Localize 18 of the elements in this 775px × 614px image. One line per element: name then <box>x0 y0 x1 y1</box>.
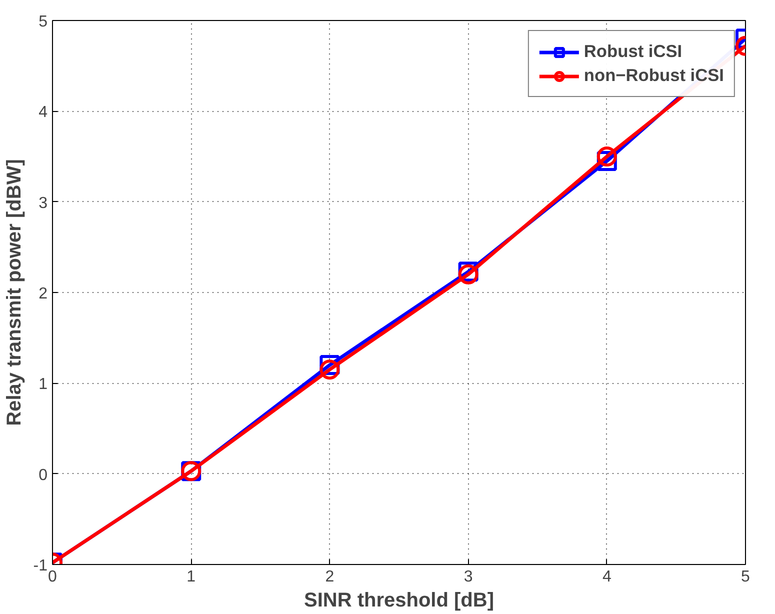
y-tick-label: 1 <box>38 376 48 394</box>
legend-label: Robust iCSI <box>584 41 682 62</box>
point <box>320 360 340 380</box>
y-tick-label: 3 <box>38 194 48 212</box>
x-tick-label: 3 <box>464 568 473 586</box>
x-tick-label: 5 <box>741 568 750 586</box>
y-axis-title: Relay transmit power [dBW] <box>3 159 26 426</box>
x-tick-label: 1 <box>186 568 196 586</box>
x-axis-title: SINR threshold [dB] <box>304 590 494 612</box>
legend-label: non−Robust iCSI <box>584 65 724 86</box>
y-tick-label: 0 <box>38 466 48 484</box>
y-tick-label: -1 <box>33 558 48 574</box>
y-tick-label: 2 <box>38 286 48 302</box>
x-tick-label: 4 <box>602 568 612 586</box>
y-tick-label: 4 <box>38 104 48 122</box>
point <box>596 146 617 166</box>
x-tick-label: 2 <box>325 568 334 586</box>
y-tick-label: 5 <box>38 14 48 30</box>
